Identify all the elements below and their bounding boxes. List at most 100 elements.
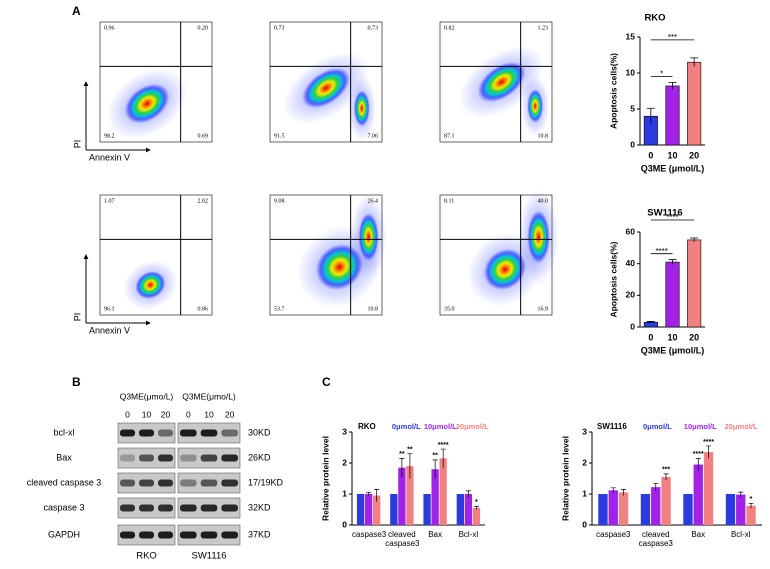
density-cluster [302, 67, 350, 109]
quadrant-value: 7.06 [368, 133, 379, 139]
blot-band [139, 454, 154, 462]
bar [661, 476, 671, 525]
y-tick-label: 0 [582, 519, 587, 529]
density-cluster [135, 271, 166, 299]
bar [406, 466, 414, 525]
bar [608, 490, 618, 525]
quadrant-value: 87.1 [444, 133, 455, 139]
error-bar [621, 489, 627, 496]
blot-band [200, 479, 218, 487]
y-tick-label: 40 [626, 258, 636, 268]
blot-band [180, 454, 197, 462]
protein-size: 30KD [248, 427, 271, 437]
protein-label: caspase 3 [43, 502, 84, 512]
quadrant-value: 26.4 [368, 198, 379, 204]
error-bar [738, 491, 744, 498]
protein-size: 17/19KD [248, 477, 284, 487]
x-tick-label: Bcl-xl [458, 530, 479, 539]
density-cluster [527, 210, 550, 264]
error-bar [610, 487, 616, 493]
y-axis-title: Apoptosis cells(%) [608, 241, 618, 317]
panel-label: A [72, 4, 81, 18]
blot-band [180, 531, 197, 539]
x-tick-label: Bcl-xl [730, 530, 751, 539]
protein-label: cleaved caspase 3 [27, 477, 102, 487]
x-tick-label: 10 [667, 150, 677, 160]
bar [725, 494, 736, 525]
bar [703, 452, 714, 525]
blot-dose: 0 [186, 409, 191, 419]
error-bar [690, 237, 699, 242]
blot-band [139, 429, 154, 437]
quadrant-value: 0.82 [444, 25, 455, 31]
y-tick-label: 0 [630, 139, 635, 149]
significance-label: ** [399, 451, 405, 458]
bar [472, 507, 481, 525]
y-axis-title: Relative protein level [560, 436, 570, 521]
y-tick-label: 1 [342, 488, 347, 498]
y-tick-label: 5 [630, 103, 635, 113]
panel-label: B [72, 375, 81, 389]
x-tick-label: Bax [691, 530, 706, 539]
y-tick-label: 2 [582, 457, 587, 467]
blot-band [200, 429, 218, 437]
x-tick-label: cleaved caspase3 [638, 530, 673, 548]
protein-label: GAPDH [48, 529, 80, 539]
blot-cell-line: RKO [136, 551, 157, 562]
blot-band [200, 454, 218, 462]
blot-band [158, 454, 173, 462]
significance-label: ** [432, 453, 438, 460]
density-cluster [354, 90, 370, 127]
y-tick-label: 0 [342, 519, 347, 529]
quadrant-value: 96.1 [104, 306, 115, 312]
error-bar [748, 502, 754, 509]
y-tick-label: 60 [626, 226, 636, 236]
bar [398, 467, 406, 525]
bar [693, 464, 703, 525]
bar [687, 61, 702, 146]
bar [456, 494, 464, 525]
error-bar [399, 458, 405, 477]
significance-label: * [660, 69, 663, 78]
x-tick-label: 0 [648, 150, 653, 160]
legend-entry: 20μmol/L [725, 422, 758, 431]
bar [746, 505, 756, 525]
significance-label: * [750, 496, 753, 503]
bar [464, 494, 473, 525]
blot-band [158, 429, 173, 437]
error-bar [432, 459, 438, 479]
quadrant-value: 9.08 [274, 198, 285, 204]
quadrant-value: 98.2 [104, 133, 115, 139]
error-bar [465, 490, 471, 498]
quadrant-value: 0.20 [198, 25, 209, 31]
blot-dose: 20 [161, 409, 171, 419]
y-tick-label: 15 [626, 31, 636, 41]
x-tick-label: 0 [648, 332, 653, 342]
density-cluster [477, 61, 526, 103]
blot-band [139, 479, 154, 487]
protein-size: 32KD [248, 502, 271, 512]
error-bar [690, 57, 699, 67]
significance-label: **** [655, 247, 667, 256]
error-bar [663, 473, 669, 481]
quadrant-value: 0.73 [274, 25, 285, 31]
density-cluster [358, 213, 379, 261]
legend-entry: 10μmol/L [424, 422, 457, 431]
significance-label: ** [407, 447, 413, 454]
x-axis-title: Q3ME (μmol/L) [641, 345, 705, 355]
quadrant-value: 10.8 [368, 306, 379, 312]
blot-dose: 20 [225, 409, 235, 419]
axis-label: PI [72, 140, 82, 149]
significance-label: **** [666, 213, 678, 222]
bar [598, 494, 608, 525]
error-bar [407, 453, 413, 479]
panel-label: C [322, 375, 331, 389]
blot-band [120, 479, 135, 487]
significance-label: **** [438, 442, 449, 449]
bar [431, 469, 439, 525]
bar [390, 494, 398, 525]
quadrant-value: 40.0 [538, 198, 549, 204]
bar [373, 495, 381, 525]
